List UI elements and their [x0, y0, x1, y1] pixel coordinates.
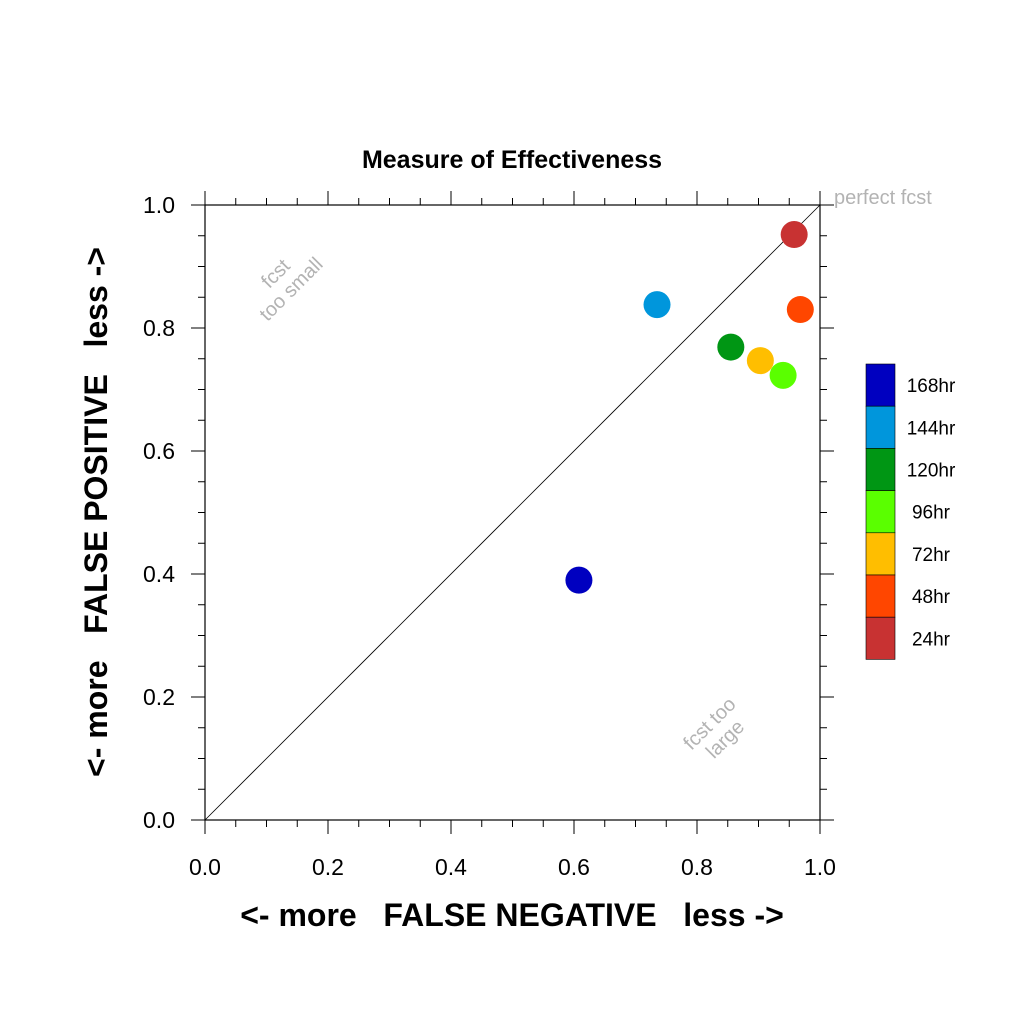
x-tick-label: 1.0 [804, 854, 836, 880]
y-tick-label: 1.0 [143, 192, 175, 218]
point-168hr [565, 566, 593, 594]
y-axis-label: <- more FALSE POSITIVE less -> [78, 247, 114, 777]
legend-label-144hr: 144hr [907, 418, 956, 439]
legend-label-120hr: 120hr [907, 461, 956, 482]
legend-label-96hr: 96hr [912, 503, 951, 524]
legend: 168hr 144hr 120hr 96hr 72hr 48hr 24hr [865, 363, 956, 660]
point-120hr [717, 333, 745, 361]
legend-swatch-144hr [865, 405, 896, 449]
y-tick-label: 0.6 [143, 438, 175, 464]
point-72hr [746, 347, 774, 375]
perfect-fcst-label: perfect fcst [834, 187, 932, 209]
y-tick-label: 0.0 [143, 807, 175, 833]
legend-label-72hr: 72hr [912, 545, 951, 566]
point-144hr [643, 291, 671, 319]
legend-label-48hr: 48hr [912, 587, 951, 608]
point-48hr [786, 296, 814, 324]
too-small-label-line-2: too small [255, 253, 327, 325]
axis-ticks [191, 191, 834, 834]
legend-swatch-96hr [865, 490, 896, 534]
y-tick-label: 0.8 [143, 315, 175, 341]
point-96hr [769, 361, 797, 389]
legend-swatch-168hr [865, 363, 896, 407]
annotations: perfect fcst fcst too small fcst too lar… [255, 187, 932, 763]
legend-swatch-48hr [865, 574, 896, 618]
x-tick-label: 0.6 [558, 854, 590, 880]
x-tick-label: 0.2 [312, 854, 344, 880]
chart-title: Measure of Effectiveness [362, 146, 662, 174]
legend-swatch-120hr [865, 448, 896, 491]
tick-labels: 0.0 0.2 0.4 0.6 0.8 1.0 0.0 0.2 0.4 0.6 0.8 1.0 [143, 192, 836, 880]
y-tick-label: 0.2 [143, 684, 175, 710]
x-tick-label: 0.4 [435, 854, 467, 880]
legend-label-168hr: 168hr [907, 376, 956, 397]
legend-swatch-72hr [865, 532, 896, 576]
x-axis-label: <- more FALSE NEGATIVE less -> [240, 897, 784, 933]
legend-label-24hr: 24hr [912, 629, 951, 650]
legend-swatch-24hr [865, 616, 896, 660]
point-24hr [780, 221, 808, 249]
y-tick-label: 0.4 [143, 561, 175, 587]
x-tick-label: 0.8 [681, 854, 713, 880]
x-tick-label: 0.0 [189, 854, 221, 880]
perfect-forecast-diagonal [204, 204, 821, 821]
data-points [565, 221, 814, 594]
